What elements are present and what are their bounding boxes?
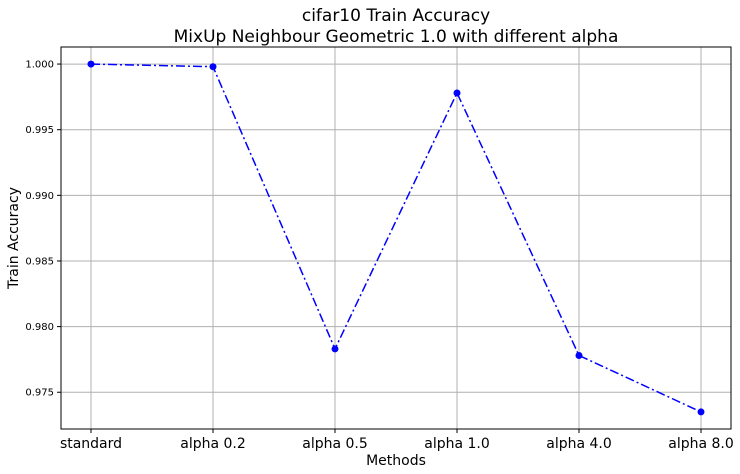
x-tick-label: standard: [60, 436, 122, 452]
chart-title-line-1: cifar10 Train Accuracy: [302, 6, 490, 26]
data-point: [453, 89, 461, 97]
chart-title-line-2: MixUp Neighbour Geometric 1.0 with diffe…: [174, 27, 619, 47]
data-point: [209, 63, 217, 71]
y-tick-label: 0.995: [25, 125, 54, 136]
y-tick-label: 1.000: [25, 60, 54, 71]
plot-area-frame: [60, 46, 732, 430]
x-tick-label: alpha 0.5: [302, 436, 368, 452]
y-axis-label: Train Accuracy: [6, 187, 22, 290]
series-line: [90, 63, 702, 413]
data-series: [87, 60, 705, 416]
x-tick-label: alpha 4.0: [546, 436, 612, 452]
y-tick-label: 0.985: [25, 256, 54, 267]
y-tick-label: 0.990: [25, 191, 54, 202]
data-point: [87, 60, 95, 68]
x-axis-label: Methods: [366, 453, 426, 469]
x-tick-label: alpha 1.0: [424, 436, 490, 452]
data-point: [697, 408, 705, 416]
y-tick-label: 0.980: [25, 322, 54, 333]
data-point: [575, 351, 583, 359]
x-tick-label: alpha 8.0: [668, 436, 734, 452]
y-tick-label: 0.975: [25, 388, 54, 399]
axis-ticks: 0.975 0.980 0.985 0.990 0.995 1.000 standard al…: [25, 60, 733, 452]
data-point: [331, 345, 339, 353]
x-tick-label: alpha 0.2: [180, 436, 246, 452]
grid-lines: [61, 47, 731, 429]
